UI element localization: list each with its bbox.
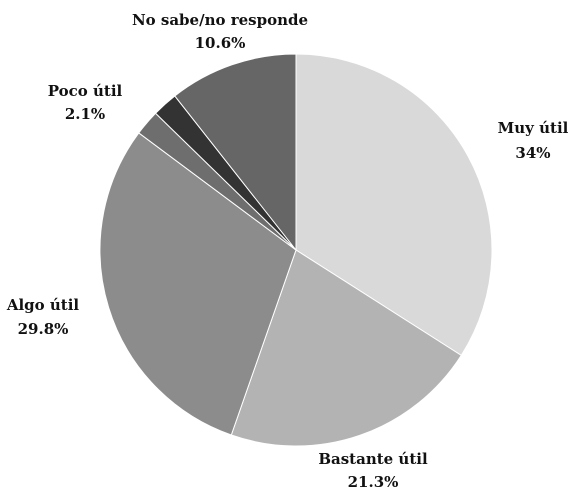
pie-slice-no-sabe-no-responde [174, 53, 297, 252]
label-algo-util: Algo útil [6, 296, 80, 314]
label-poco-util: Poco útil [48, 82, 123, 100]
label-muy-util: Muy útil [498, 119, 569, 137]
pie-slice-muy-til [295, 53, 493, 357]
value-muy-util: 34% [515, 144, 550, 162]
label-bastante-util: Bastante útil [318, 450, 428, 468]
pie-slice-algo-til [99, 132, 297, 436]
label-no-sabe: No sabe/no responde [132, 11, 308, 29]
pie-slices [99, 53, 493, 447]
value-bastante-util: 21.3% [348, 473, 399, 491]
value-poco-util: 2.1% [65, 105, 105, 123]
value-no-sabe: 10.6% [195, 34, 246, 52]
value-algo-util: 29.8% [18, 320, 69, 338]
pie-slice-bastante-til [230, 249, 462, 447]
